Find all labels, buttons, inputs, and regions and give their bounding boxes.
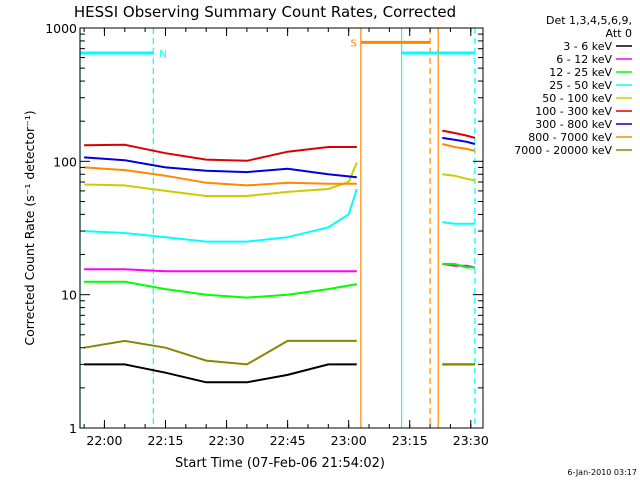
legend-header-1: Att 0 — [606, 27, 632, 40]
plot-frame — [79, 27, 484, 429]
plot-area: NS — [79, 28, 476, 428]
chart-title: HESSI Observing Summary Count Rates, Cor… — [74, 3, 456, 21]
y-tick-label-2: 100 — [53, 154, 77, 169]
x-tick-label-0: 22:00 — [86, 433, 122, 448]
flag-label-0: N — [159, 49, 166, 60]
timestamp: 6-Jan-2010 03:17 — [567, 468, 637, 477]
series-line-2-0 — [84, 280, 357, 299]
legend-label-7: 800 - 7000 keV — [528, 131, 612, 144]
legend-label-5: 100 - 300 keV — [535, 105, 612, 118]
legend-header-0: Det 1,3,4,5,6,9, — [546, 14, 632, 27]
series-line-5-1 — [442, 129, 476, 139]
series-line-0-0 — [84, 363, 357, 384]
series-line-6-0 — [84, 156, 357, 179]
legend-label-8: 7000 - 20000 keV — [514, 144, 612, 157]
series-line-2-1 — [442, 262, 475, 269]
y-axis: 1 10 100 1000 — [45, 21, 483, 436]
y-axis-label: Corrected Count Rate (s⁻¹ detector⁻¹) — [22, 110, 37, 345]
series-line-1-0 — [84, 268, 357, 273]
x-axis: 22:00 22:15 22:30 22:45 23:00 23:15 23:30 — [83, 28, 489, 448]
series-line-8-0 — [83, 339, 357, 366]
series-line-4-1 — [442, 173, 476, 182]
x-tick-label-6: 23:30 — [453, 433, 489, 448]
flag-label-1: S — [351, 38, 357, 49]
series-line-3-0 — [84, 188, 358, 243]
y-tick-label-1: 10 — [61, 288, 77, 303]
x-tick-label-1: 22:15 — [147, 433, 183, 448]
legend-label-0: 3 - 6 keV — [563, 40, 612, 53]
legend-label-6: 300 - 800 keV — [535, 118, 612, 131]
x-tick-label-2: 22:30 — [209, 433, 245, 448]
legend-label-2: 12 - 25 keV — [549, 66, 612, 79]
x-tick-label-4: 23:00 — [331, 433, 367, 448]
x-tick-label-5: 23:15 — [392, 433, 428, 448]
series-line-6-1 — [442, 136, 476, 145]
legend-label-3: 25 - 50 keV — [549, 79, 612, 92]
y-tick-label-0: 1 — [69, 421, 77, 436]
legend-label-1: 6 - 12 keV — [556, 53, 612, 66]
x-tick-label-3: 22:45 — [270, 433, 306, 448]
y-tick-label-3: 1000 — [45, 21, 77, 36]
x-axis-label: Start Time (07-Feb-06 21:54:02) — [175, 456, 385, 471]
series-line-3-1 — [442, 221, 475, 225]
series-line-7-0 — [84, 166, 357, 187]
legend-label-4: 50 - 100 keV — [542, 92, 612, 105]
series-line-4-0 — [84, 162, 358, 197]
series-line-5-0 — [84, 143, 357, 162]
series-line-7-1 — [442, 143, 476, 152]
